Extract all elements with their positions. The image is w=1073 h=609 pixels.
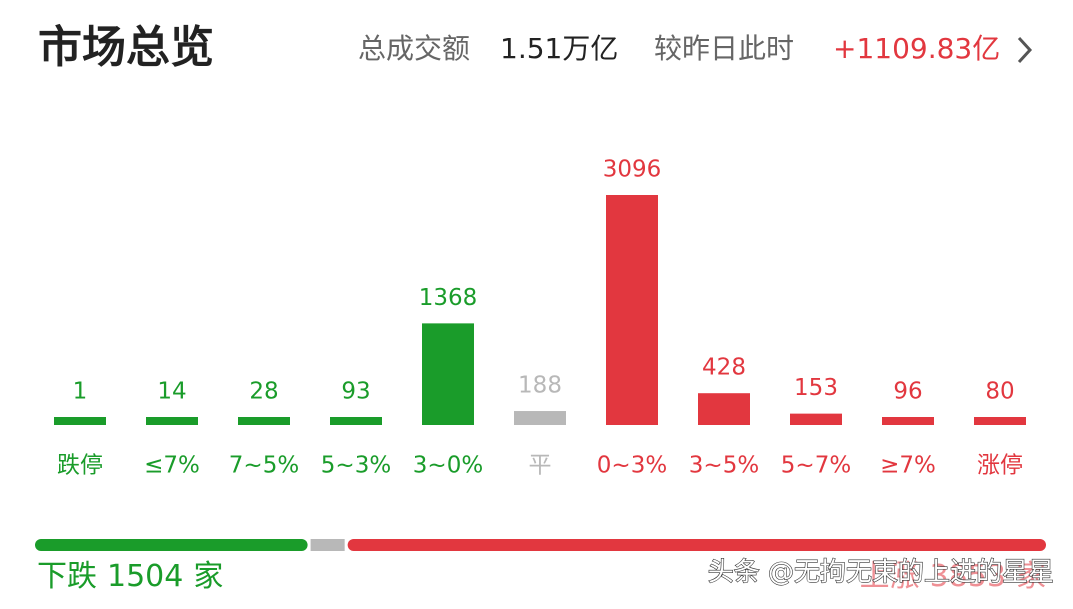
category-label: 涨停	[977, 453, 1023, 479]
down-part: 下跌	[37, 559, 97, 594]
up-count: 上涨 3853 家	[860, 559, 1046, 594]
up-part: 家	[1016, 559, 1046, 594]
down-count: 下跌 1504 家	[37, 559, 223, 594]
down-segment	[35, 539, 308, 551]
chevron[interactable]	[1017, 36, 1033, 64]
category-label: 5~7%	[781, 453, 851, 479]
category-label: 5~3%	[321, 453, 391, 479]
compare-label: 较昨日此时	[654, 32, 794, 65]
down-part: 1504	[107, 559, 183, 594]
turnover: 1.51万亿	[500, 32, 618, 65]
watermark: 头条 @无拘无束的上进的星星	[708, 558, 1054, 588]
bar	[790, 413, 842, 425]
bar	[882, 417, 934, 425]
bar	[54, 417, 106, 425]
bar	[974, 417, 1026, 425]
flat-segment	[310, 539, 345, 551]
bar	[422, 323, 474, 425]
value-label: 3096	[603, 157, 662, 183]
turnover-label: 总成交额	[358, 32, 470, 65]
up-part: 3853	[930, 559, 1006, 594]
value-label: 153	[794, 375, 838, 401]
value-label: 1	[73, 379, 88, 405]
up-segment	[347, 539, 1046, 551]
value-label: 28	[249, 379, 278, 405]
value-label: 96	[893, 379, 922, 405]
category-label: 3~0%	[413, 453, 483, 479]
value-label: 188	[518, 373, 562, 399]
value-label: 428	[702, 355, 746, 381]
category-label: ≤7%	[144, 453, 200, 479]
category-label: ≥7%	[880, 453, 936, 479]
compare: +1109.83亿	[833, 32, 1000, 65]
bar	[238, 417, 290, 425]
value-label: 1368	[419, 285, 478, 311]
bar	[146, 417, 198, 425]
bar	[698, 393, 750, 425]
category-label: 7~5%	[229, 453, 299, 479]
bar	[330, 417, 382, 425]
category-label: 跌停	[57, 453, 103, 479]
value-label: 93	[341, 379, 370, 405]
value-label: 80	[985, 379, 1014, 405]
up-part: 上涨	[860, 559, 920, 594]
bar	[606, 195, 658, 425]
category-label: 平	[529, 453, 552, 479]
title: 市场总览	[38, 22, 214, 73]
bar	[514, 411, 566, 425]
category-label: 3~5%	[689, 453, 759, 479]
category-label: 0~3%	[597, 453, 667, 479]
down-part: 家	[193, 559, 223, 594]
value-label: 14	[157, 379, 186, 405]
